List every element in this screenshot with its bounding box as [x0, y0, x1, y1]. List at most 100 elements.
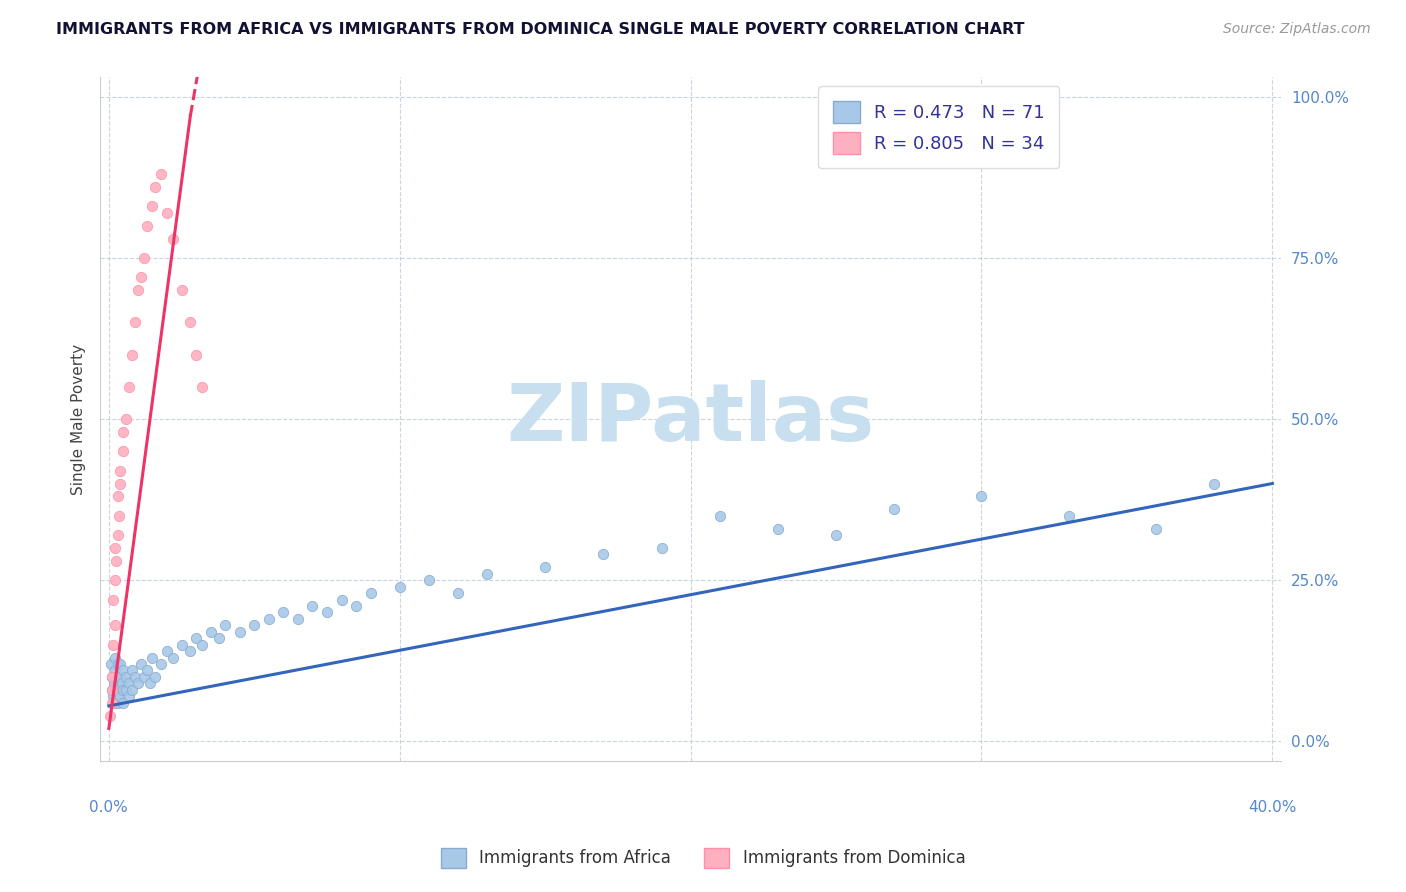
Point [107, 676, 129, 690]
Point [101, 670, 124, 684]
Point [162, 650, 184, 665]
Point [214, 618, 236, 632]
Point [121, 682, 143, 697]
Point [138, 676, 160, 690]
Point [108, 682, 131, 697]
Point [104, 650, 127, 665]
Text: Source: ZipAtlas.com: Source: ZipAtlas.com [1223, 22, 1371, 37]
Point [145, 180, 167, 194]
Point [229, 624, 252, 639]
Point [132, 670, 155, 684]
Point [98, 708, 121, 723]
Point [1057, 508, 1080, 523]
Point [118, 676, 141, 690]
Point [127, 283, 149, 297]
Point [301, 599, 323, 613]
Point [112, 696, 135, 710]
Point [170, 283, 193, 297]
Text: 0.0%: 0.0% [90, 799, 128, 814]
Point [127, 676, 149, 690]
Text: 40.0%: 40.0% [1249, 799, 1296, 814]
Point [110, 657, 132, 671]
Point [534, 560, 557, 574]
Point [104, 541, 127, 555]
Point [129, 270, 152, 285]
Point [287, 612, 309, 626]
Legend: Immigrants from Africa, Immigrants from Dominica: Immigrants from Africa, Immigrants from … [434, 841, 972, 875]
Point [101, 670, 124, 684]
Point [107, 696, 129, 710]
Point [110, 690, 132, 704]
Text: IMMIGRANTS FROM AFRICA VS IMMIGRANTS FROM DOMINICA SINGLE MALE POVERTY CORRELATI: IMMIGRANTS FROM AFRICA VS IMMIGRANTS FRO… [56, 22, 1025, 37]
Point [111, 676, 134, 690]
Point [179, 315, 201, 329]
Point [709, 508, 731, 523]
Point [104, 618, 127, 632]
Point [883, 502, 905, 516]
Y-axis label: Single Male Poverty: Single Male Poverty [72, 343, 86, 495]
Point [124, 670, 146, 684]
Point [110, 476, 132, 491]
Point [156, 644, 179, 658]
Point [141, 199, 163, 213]
Point [103, 638, 125, 652]
Point [191, 380, 214, 394]
Point [330, 592, 353, 607]
Point [243, 618, 266, 632]
Point [110, 464, 132, 478]
Point [273, 606, 295, 620]
Point [135, 664, 157, 678]
Point [100, 696, 122, 710]
Point [112, 425, 135, 439]
Point [135, 219, 157, 233]
Point [103, 676, 125, 690]
Point [418, 573, 440, 587]
Point [150, 167, 173, 181]
Point [184, 348, 207, 362]
Point [145, 670, 167, 684]
Point [112, 444, 135, 458]
Point [651, 541, 673, 555]
Point [118, 690, 141, 704]
Point [115, 682, 138, 697]
Point [388, 580, 411, 594]
Point [121, 348, 143, 362]
Point [105, 554, 128, 568]
Point [124, 315, 146, 329]
Point [107, 490, 129, 504]
Point [170, 638, 193, 652]
Point [118, 380, 141, 394]
Point [115, 670, 138, 684]
Point [103, 690, 125, 704]
Point [970, 490, 993, 504]
Point [475, 566, 498, 581]
Legend: R = 0.473   N = 71, R = 0.805   N = 34: R = 0.473 N = 71, R = 0.805 N = 34 [818, 87, 1060, 169]
Point [105, 670, 128, 684]
Point [132, 251, 155, 265]
Point [100, 657, 122, 671]
Point [103, 592, 125, 607]
Point [162, 231, 184, 245]
Point [104, 573, 127, 587]
Point [100, 682, 122, 697]
Text: ZIPatlas: ZIPatlas [506, 380, 875, 458]
Point [104, 664, 127, 678]
Point [107, 690, 129, 704]
Point [200, 624, 222, 639]
Point [104, 682, 127, 697]
Point [100, 682, 122, 697]
Point [107, 528, 129, 542]
Point [156, 206, 179, 220]
Point [129, 657, 152, 671]
Point [107, 657, 129, 671]
Point [316, 606, 339, 620]
Point [257, 612, 280, 626]
Point [115, 412, 138, 426]
Point [208, 631, 231, 645]
Point [592, 548, 614, 562]
Point [1204, 476, 1226, 491]
Point [112, 664, 135, 678]
Point [141, 650, 163, 665]
Point [344, 599, 367, 613]
Point [447, 586, 470, 600]
